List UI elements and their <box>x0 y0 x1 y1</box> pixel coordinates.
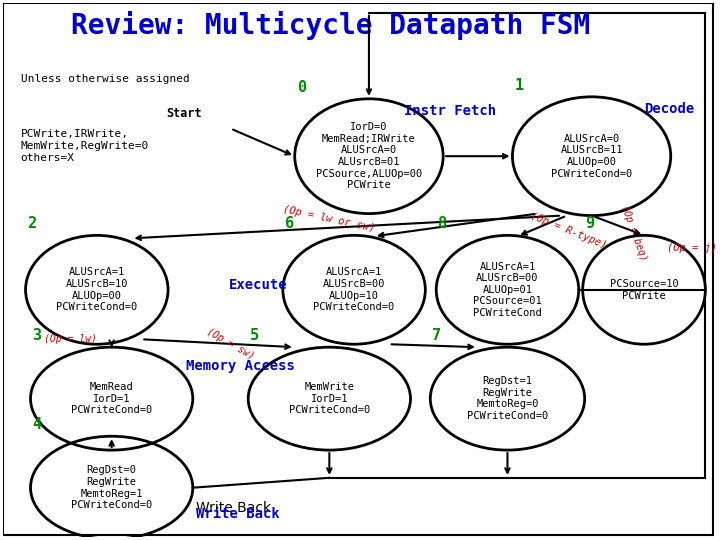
Text: (Op = lw): (Op = lw) <box>44 334 96 345</box>
Text: ALUSrcA=1
ALUSrcB=00
ALUOp=10
PCWriteCond=0: ALUSrcA=1 ALUSrcB=00 ALUOp=10 PCWriteCon… <box>313 267 395 312</box>
Text: Write Back: Write Back <box>196 508 279 522</box>
Text: (Op = lw or sw): (Op = lw or sw) <box>282 204 377 233</box>
Text: 4: 4 <box>32 417 42 433</box>
Text: 0: 0 <box>297 80 306 95</box>
Text: Unless otherwise assigned: Unless otherwise assigned <box>21 74 189 84</box>
Text: 3: 3 <box>32 328 42 343</box>
Text: PCWrite,IRWrite,
MemWrite,RegWrite=0
others=X: PCWrite,IRWrite, MemWrite,RegWrite=0 oth… <box>21 130 149 163</box>
Text: (Op = beq): (Op = beq) <box>619 203 649 262</box>
Text: Execute: Execute <box>228 278 287 292</box>
Text: Memory Access: Memory Access <box>186 359 294 373</box>
Text: MemWrite
IorD=1
PCWriteCond=0: MemWrite IorD=1 PCWriteCond=0 <box>289 382 370 415</box>
Text: (Op = j): (Op = j) <box>667 243 716 253</box>
Text: IorD=0
MemRead;IRWrite
ALUSrcA=0
ALUsrcB=01
PCSource,ALUOp=00
PCWrite: IorD=0 MemRead;IRWrite ALUSrcA=0 ALUsrcB… <box>316 122 422 190</box>
Text: 1: 1 <box>514 78 523 93</box>
Text: Review: Multicycle Datapath FSM: Review: Multicycle Datapath FSM <box>71 11 590 40</box>
Text: 2: 2 <box>27 217 37 232</box>
Text: Start: Start <box>166 107 202 120</box>
Text: ALUSrcA=1
ALUSrcB=00
ALUOp=01
PCSource=01
PCWriteCond: ALUSrcA=1 ALUSrcB=00 ALUOp=01 PCSource=0… <box>473 261 542 318</box>
Text: 8: 8 <box>438 217 447 232</box>
Text: Decode: Decode <box>644 102 694 116</box>
Text: RegDst=0
RegWrite
MemtoReg=1
PCWriteCond=0: RegDst=0 RegWrite MemtoReg=1 PCWriteCond… <box>71 465 152 510</box>
Text: (Op = sw): (Op = sw) <box>205 327 256 362</box>
Text: 5: 5 <box>250 328 259 343</box>
Text: Write Back: Write Back <box>196 502 271 516</box>
Text: MemRead
IorD=1
PCWriteCond=0: MemRead IorD=1 PCWriteCond=0 <box>71 382 152 415</box>
Text: (Op = R-type): (Op = R-type) <box>529 211 608 250</box>
Text: 7: 7 <box>432 328 441 343</box>
Text: 6: 6 <box>285 217 294 232</box>
Text: RegDst=1
RegWrite
MemtoReg=0
PCWriteCond=0: RegDst=1 RegWrite MemtoReg=0 PCWriteCond… <box>467 376 548 421</box>
Text: ALUSrcA=1
ALUSrcB=10
ALUOp=00
PCWriteCond=0: ALUSrcA=1 ALUSrcB=10 ALUOp=00 PCWriteCon… <box>56 267 138 312</box>
Text: PCSource=10
PCWrite: PCSource=10 PCWrite <box>610 279 678 301</box>
Text: ALUSrcA=0
ALUSrcB=11
ALUOp=00
PCWriteCond=0: ALUSrcA=0 ALUSrcB=11 ALUOp=00 PCWriteCon… <box>551 134 632 179</box>
Text: Instr Fetch: Instr Fetch <box>404 104 495 118</box>
Text: 9: 9 <box>585 217 594 232</box>
